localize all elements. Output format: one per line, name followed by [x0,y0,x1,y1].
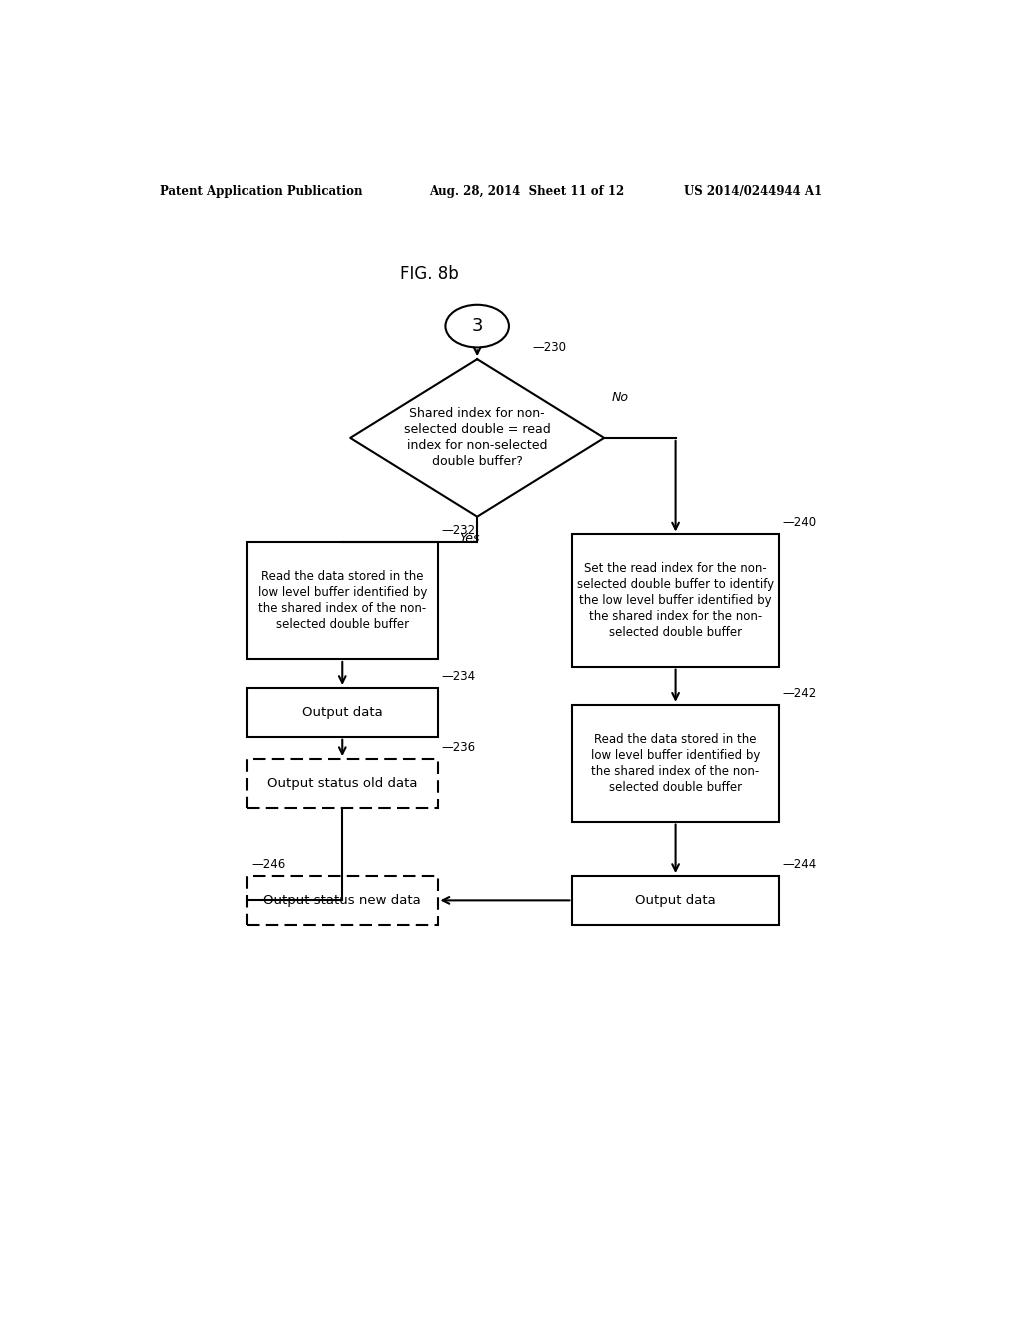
Text: 3: 3 [471,317,483,335]
Text: Output status old data: Output status old data [267,777,418,789]
Text: Patent Application Publication: Patent Application Publication [160,185,362,198]
Text: US 2014/0244944 A1: US 2014/0244944 A1 [684,185,821,198]
Text: Yes: Yes [459,532,479,545]
Text: —230: —230 [532,341,566,354]
Text: —242: —242 [782,686,817,700]
Text: Output data: Output data [302,706,383,719]
Text: —244: —244 [782,858,817,871]
Text: FIG. 8b: FIG. 8b [400,265,459,282]
Text: No: No [612,391,629,404]
Text: Read the data stored in the
low level buffer identified by
the shared index of t: Read the data stored in the low level bu… [258,570,427,631]
Text: —232: —232 [441,524,475,537]
Text: —236: —236 [441,741,475,754]
Text: Shared index for non-
selected double = read
index for non-selected
double buffe: Shared index for non- selected double = … [403,408,551,469]
Text: Output data: Output data [635,894,716,907]
Text: —246: —246 [251,858,286,871]
Text: Output status new data: Output status new data [263,894,421,907]
Text: —240: —240 [782,516,817,529]
Text: —234: —234 [441,669,475,682]
Text: Aug. 28, 2014  Sheet 11 of 12: Aug. 28, 2014 Sheet 11 of 12 [430,185,625,198]
Text: Set the read index for the non-
selected double buffer to identify
the low level: Set the read index for the non- selected… [577,562,774,639]
Text: Read the data stored in the
low level buffer identified by
the shared index of t: Read the data stored in the low level bu… [591,733,760,793]
